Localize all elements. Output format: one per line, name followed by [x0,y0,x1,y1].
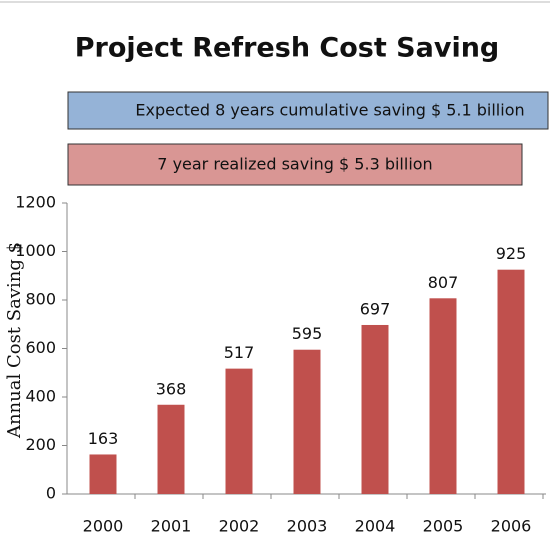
value-label: 807 [428,273,459,292]
bar [89,454,117,494]
annotation: 7 year realized saving $ 5.3 billion [157,155,432,174]
x-tick-label: 2006 [491,517,532,536]
value-label: 595 [292,324,323,343]
bar [429,298,457,494]
bar [293,349,321,494]
x-tick-label: 2004 [355,517,396,536]
x-tick-label: 2002 [219,517,260,536]
y-tick-label: 1000 [15,241,56,260]
bar [225,368,253,494]
bar [497,269,525,494]
x-tick-label: 2000 [83,517,124,536]
value-label: 368 [156,379,187,398]
x-tick-label: 2001 [151,517,192,536]
y-axis-label: Annual Cost Saving $ [4,242,25,439]
y-tick-label: 1200 [15,193,56,212]
y-tick-label: 600 [25,338,56,357]
annotation-box [67,91,549,130]
bar [361,324,389,494]
x-tick-label: 2003 [287,517,328,536]
value-label: 517 [224,343,255,362]
y-tick-label: 200 [25,435,56,454]
x-tick-label: 2005 [423,517,464,536]
bar [157,404,185,494]
annotation-box [67,143,523,186]
annotation: Expected 8 years cumulative saving $ 5.1… [135,101,524,120]
y-tick-label: 0 [46,484,56,503]
value-label: 925 [496,244,527,263]
y-tick-label: 800 [25,290,56,309]
value-label: 163 [88,429,119,448]
chart-title: Project Refresh Cost Saving [75,33,500,64]
y-tick-label: 400 [25,387,56,406]
value-label: 697 [360,299,391,318]
